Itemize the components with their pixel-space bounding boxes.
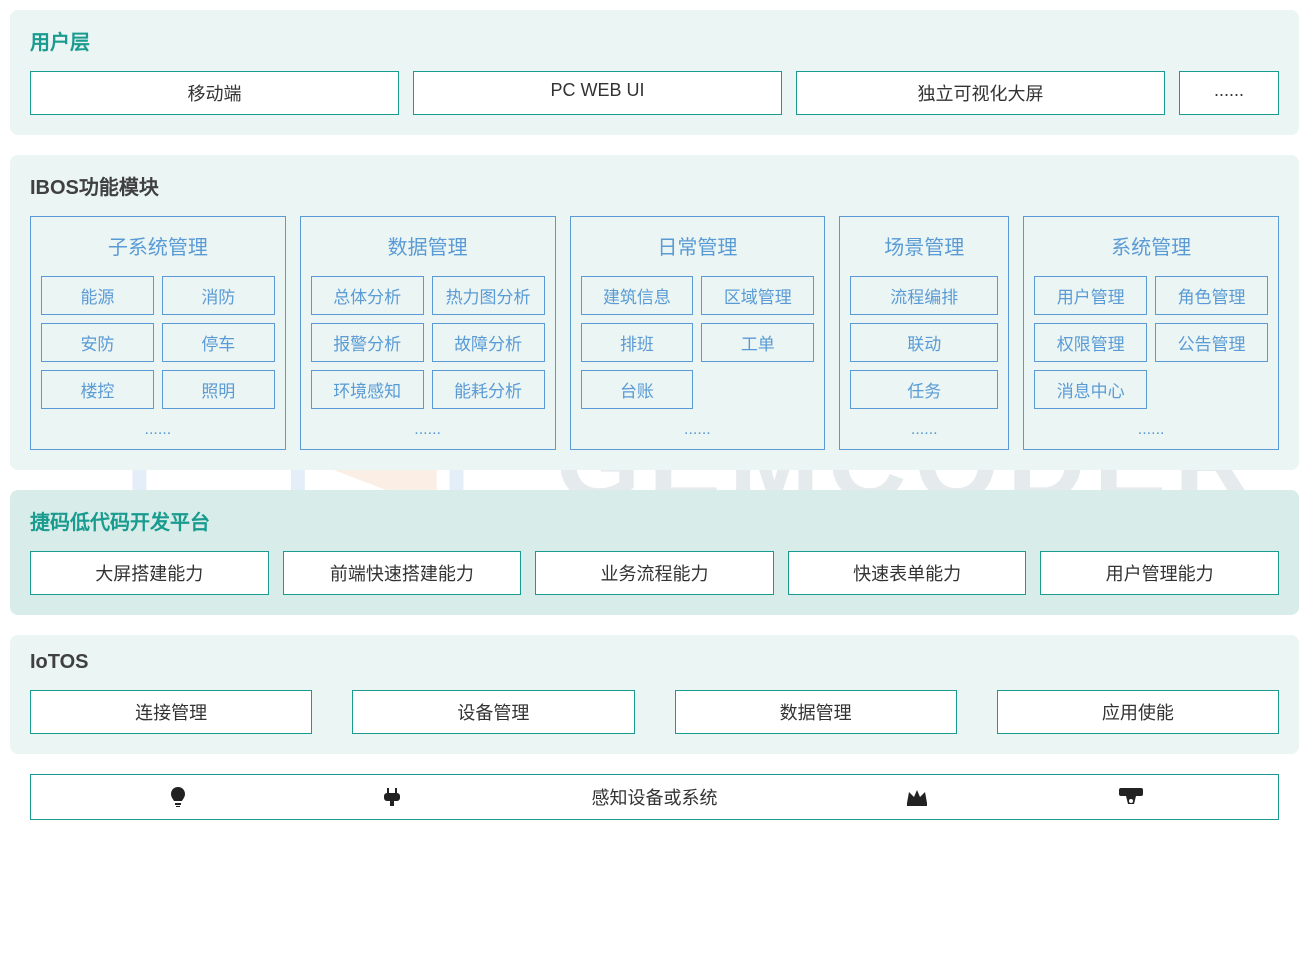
ibos-subrow: 安防停车: [41, 323, 275, 362]
lowcode-item-4: 用户管理能力: [1040, 551, 1279, 595]
iotos-item-3: 应用使能: [997, 690, 1279, 734]
ibos-subcell: 能耗分析: [432, 370, 545, 409]
layer-user: 用户层 移动端 PC WEB UI 独立可视化大屏 ......: [10, 10, 1299, 135]
ibos-subcell: 用户管理: [1034, 276, 1147, 315]
ibos-subrow: 能源消防: [41, 276, 275, 315]
ibos-subrow: 任务: [850, 370, 998, 409]
ibos-ellipsis: ......: [311, 417, 545, 439]
ibos-subcell: 停车: [162, 323, 275, 362]
iotos-item-2: 数据管理: [675, 690, 957, 734]
footer-label: 感知设备或系统: [591, 784, 717, 810]
ibos-module-4: 系统管理用户管理角色管理权限管理公告管理消息中心......: [1023, 216, 1279, 450]
footer-bar: 感知设备或系统: [30, 774, 1279, 820]
ibos-module-title-4: 系统管理: [1034, 227, 1268, 268]
ibos-subrow: 联动: [850, 323, 998, 362]
ibos-subcell: 流程编排: [850, 276, 998, 315]
ibos-module-0: 子系统管理能源消防安防停车楼控照明......: [30, 216, 286, 450]
ibos-subcell: 建筑信息: [581, 276, 694, 315]
ibos-ellipsis: ......: [1034, 417, 1268, 439]
crown-icon: [903, 783, 931, 811]
ibos-subrow: 台账: [581, 370, 815, 409]
ibos-module-2: 日常管理建筑信息区域管理排班工单台账......: [570, 216, 826, 450]
ibos-subcell: 能源: [41, 276, 154, 315]
plug-icon: [378, 783, 406, 811]
ibos-subcell: 热力图分析: [432, 276, 545, 315]
layer-iotos-title: IoTOS: [30, 651, 1279, 674]
ibos-subcell: 环境感知: [311, 370, 424, 409]
ibos-module-title-3: 场景管理: [850, 227, 998, 268]
ibos-module-title-0: 子系统管理: [41, 227, 275, 268]
layer-iotos: IoTOS 连接管理 设备管理 数据管理 应用使能: [10, 635, 1299, 754]
ibos-subcell: 台账: [581, 370, 694, 409]
ibos-subrow: 楼控照明: [41, 370, 275, 409]
ibos-subrow: 消息中心: [1034, 370, 1268, 409]
layer-lowcode: 捷码低代码开发平台 大屏搭建能力 前端快速搭建能力 业务流程能力 快速表单能力 …: [10, 490, 1299, 615]
ibos-subrow: 报警分析故障分析: [311, 323, 545, 362]
layer-lowcode-row: 大屏搭建能力 前端快速搭建能力 业务流程能力 快速表单能力 用户管理能力: [30, 551, 1279, 595]
ibos-module-1: 数据管理总体分析热力图分析报警分析故障分析环境感知能耗分析......: [300, 216, 556, 450]
ibos-subcell: 区域管理: [701, 276, 814, 315]
camera-icon: [1117, 783, 1145, 811]
ibos-subrow: 排班工单: [581, 323, 815, 362]
ibos-subcell: 总体分析: [311, 276, 424, 315]
iotos-item-1: 设备管理: [352, 690, 634, 734]
ibos-subcell: 故障分析: [432, 323, 545, 362]
lowcode-item-0: 大屏搭建能力: [30, 551, 269, 595]
user-item-more: ......: [1179, 71, 1279, 115]
user-item-mobile: 移动端: [30, 71, 399, 115]
ibos-subrow: 用户管理角色管理: [1034, 276, 1268, 315]
lowcode-item-2: 业务流程能力: [535, 551, 774, 595]
ibos-subcell: 公告管理: [1155, 323, 1268, 362]
ibos-module-title-2: 日常管理: [581, 227, 815, 268]
ibos-subcell: 角色管理: [1155, 276, 1268, 315]
ibos-subcell: 报警分析: [311, 323, 424, 362]
ibos-subrow: 环境感知能耗分析: [311, 370, 545, 409]
ibos-subcell: 照明: [162, 370, 275, 409]
ibos-subcell: 工单: [701, 323, 814, 362]
user-item-pcweb: PC WEB UI: [413, 71, 782, 115]
ibos-subcell: 权限管理: [1034, 323, 1147, 362]
ibos-subcell: 安防: [41, 323, 154, 362]
lowcode-item-1: 前端快速搭建能力: [283, 551, 522, 595]
lowcode-item-3: 快速表单能力: [788, 551, 1027, 595]
bulb-icon: [164, 783, 192, 811]
ibos-subcell: 排班: [581, 323, 694, 362]
iotos-item-0: 连接管理: [30, 690, 312, 734]
ibos-modules-row: 子系统管理能源消防安防停车楼控照明......数据管理总体分析热力图分析报警分析…: [30, 216, 1279, 450]
layer-ibos-title: IBOS功能模块: [30, 171, 1279, 200]
ibos-subcell: 消息中心: [1034, 370, 1147, 409]
layer-iotos-row: 连接管理 设备管理 数据管理 应用使能: [30, 690, 1279, 734]
user-item-bigscreen: 独立可视化大屏: [796, 71, 1165, 115]
ibos-subrow: 权限管理公告管理: [1034, 323, 1268, 362]
ibos-subrow: 建筑信息区域管理: [581, 276, 815, 315]
ibos-module-title-1: 数据管理: [311, 227, 545, 268]
ibos-subcell: 消防: [162, 276, 275, 315]
layer-ibos: IBOS功能模块 子系统管理能源消防安防停车楼控照明......数据管理总体分析…: [10, 155, 1299, 470]
ibos-ellipsis: ......: [41, 417, 275, 439]
ibos-subcell: 联动: [850, 323, 998, 362]
ibos-subcell: 楼控: [41, 370, 154, 409]
ibos-subrow: 流程编排: [850, 276, 998, 315]
ibos-subrow: 总体分析热力图分析: [311, 276, 545, 315]
layer-user-row: 移动端 PC WEB UI 独立可视化大屏 ......: [30, 71, 1279, 115]
ibos-subcell: 任务: [850, 370, 998, 409]
ibos-ellipsis: ......: [581, 417, 815, 439]
ibos-ellipsis: ......: [850, 417, 998, 439]
ibos-module-3: 场景管理流程编排联动任务......: [839, 216, 1009, 450]
layer-lowcode-title: 捷码低代码开发平台: [30, 506, 1279, 535]
layer-user-title: 用户层: [30, 26, 1279, 55]
